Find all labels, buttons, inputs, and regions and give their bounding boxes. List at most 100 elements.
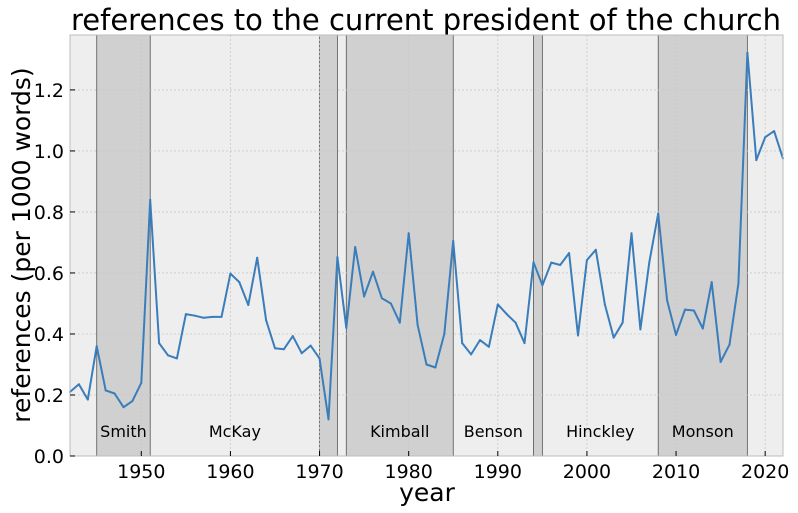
data-point bbox=[363, 295, 366, 298]
data-point bbox=[603, 303, 606, 306]
data-point bbox=[256, 256, 259, 259]
y-axis-label: references (per 1000 words) bbox=[7, 67, 36, 422]
data-point bbox=[77, 383, 80, 386]
data-point bbox=[710, 281, 713, 284]
data-point bbox=[496, 303, 499, 306]
data-point bbox=[434, 366, 437, 369]
x-tick-label: 1990 bbox=[474, 461, 522, 483]
data-point bbox=[354, 246, 357, 249]
data-point bbox=[122, 406, 125, 409]
president-eras bbox=[96, 34, 748, 457]
data-point bbox=[336, 256, 339, 259]
data-point bbox=[416, 323, 419, 326]
era-band bbox=[345, 34, 454, 457]
data-point bbox=[746, 51, 749, 54]
data-point bbox=[692, 309, 695, 312]
data-point bbox=[728, 343, 731, 346]
data-point bbox=[158, 342, 161, 345]
y-tick-label: 0.6 bbox=[34, 263, 64, 285]
data-point bbox=[559, 264, 562, 267]
data-point bbox=[380, 297, 383, 300]
data-point bbox=[372, 270, 375, 273]
data-point bbox=[229, 272, 232, 275]
era-label-monson: Monson bbox=[672, 422, 734, 441]
data-point bbox=[764, 136, 767, 139]
x-tick-label: 1950 bbox=[117, 461, 165, 483]
data-point bbox=[273, 347, 276, 350]
data-point bbox=[639, 328, 642, 331]
era-band bbox=[533, 34, 543, 457]
data-point bbox=[577, 334, 580, 337]
data-point bbox=[452, 239, 455, 242]
data-point bbox=[737, 282, 740, 285]
era-labels: Smith McKay Kimball Benson Hinckley Monson bbox=[100, 422, 734, 441]
data-point bbox=[630, 232, 633, 235]
data-point bbox=[657, 212, 660, 215]
data-point bbox=[95, 345, 98, 348]
y-tick-label: 0.0 bbox=[34, 446, 64, 468]
x-tick-label: 1970 bbox=[295, 461, 343, 483]
y-tick-label: 0.4 bbox=[34, 324, 64, 346]
era-label-smith: Smith bbox=[100, 422, 147, 441]
data-point bbox=[755, 159, 758, 162]
data-point bbox=[773, 130, 776, 133]
data-point bbox=[113, 392, 116, 395]
data-point bbox=[398, 321, 401, 324]
data-point bbox=[478, 339, 481, 342]
data-point bbox=[193, 314, 196, 317]
y-tick-label: 0.8 bbox=[34, 202, 64, 224]
x-tick-label: 1980 bbox=[384, 461, 432, 483]
data-point bbox=[461, 342, 464, 345]
y-tick-label: 0.2 bbox=[34, 385, 64, 407]
era-band bbox=[319, 34, 338, 457]
data-point bbox=[291, 335, 294, 338]
data-point bbox=[202, 316, 205, 319]
data-point bbox=[585, 259, 588, 262]
data-point bbox=[675, 333, 678, 336]
data-point bbox=[523, 342, 526, 345]
x-axis-label: year bbox=[399, 478, 455, 507]
data-point bbox=[149, 198, 152, 201]
data-point bbox=[612, 336, 615, 339]
data-point bbox=[514, 321, 517, 324]
y-tick-label: 1.2 bbox=[34, 80, 64, 102]
data-point bbox=[594, 248, 597, 251]
data-point bbox=[140, 381, 143, 384]
data-point bbox=[719, 361, 722, 364]
x-tick-label: 2020 bbox=[741, 461, 789, 483]
data-point bbox=[211, 315, 214, 318]
data-point bbox=[300, 352, 303, 355]
era-label-mckay: McKay bbox=[209, 422, 261, 441]
data-point bbox=[167, 354, 170, 357]
data-point bbox=[309, 344, 312, 347]
data-point bbox=[131, 400, 134, 403]
data-point bbox=[238, 281, 241, 284]
data-point bbox=[184, 313, 187, 316]
data-point bbox=[648, 261, 651, 264]
data-point bbox=[621, 321, 624, 324]
data-point bbox=[389, 302, 392, 305]
data-point bbox=[318, 357, 321, 360]
data-point bbox=[568, 252, 571, 255]
era-label-benson: Benson bbox=[464, 422, 523, 441]
data-point bbox=[220, 315, 223, 318]
data-point bbox=[470, 353, 473, 356]
x-tick-label: 2000 bbox=[563, 461, 611, 483]
data-point bbox=[265, 319, 268, 322]
data-point bbox=[345, 326, 348, 329]
chart-title: references to the current president of t… bbox=[71, 3, 781, 37]
data-point bbox=[86, 398, 89, 401]
data-point bbox=[701, 327, 704, 330]
data-point bbox=[104, 389, 107, 392]
data-point bbox=[487, 345, 490, 348]
y-tick-label: 1.0 bbox=[34, 141, 64, 163]
data-point bbox=[247, 303, 250, 306]
era-band bbox=[96, 34, 151, 457]
data-point bbox=[443, 332, 446, 335]
data-point bbox=[425, 363, 428, 366]
data-point bbox=[407, 232, 410, 235]
x-tick-label: 1960 bbox=[206, 461, 254, 483]
era-label-hinckley: Hinckley bbox=[566, 422, 634, 441]
data-point bbox=[282, 348, 285, 351]
